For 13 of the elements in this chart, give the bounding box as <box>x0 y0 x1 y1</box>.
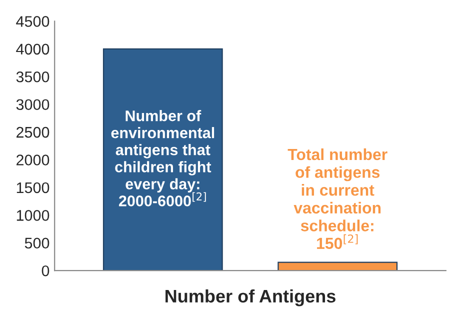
y-tick-label: 1000 <box>16 210 50 221</box>
y-tick-label: 4000 <box>16 44 50 55</box>
y-tick-label: 0 <box>42 265 50 276</box>
x-axis-title: Number of Antigens <box>166 289 336 306</box>
y-tick-label: 2000 <box>16 154 50 166</box>
y-tick-label: 3500 <box>16 71 50 82</box>
annotation: Number of environmental antigens that children fight every day: 2000-6000$^{[2]}$ <box>111 110 214 206</box>
y-tick-label: 4500 <box>16 16 50 27</box>
y-tick-label: 1500 <box>16 182 50 194</box>
y-tick-label: 3000 <box>16 99 50 110</box>
annotation: Total number of antigens in current vaccination schedule: 150$^{[2]}$ <box>288 148 388 250</box>
y-tick-label: 500 <box>24 238 50 249</box>
y-tick-label: 2500 <box>16 126 50 138</box>
